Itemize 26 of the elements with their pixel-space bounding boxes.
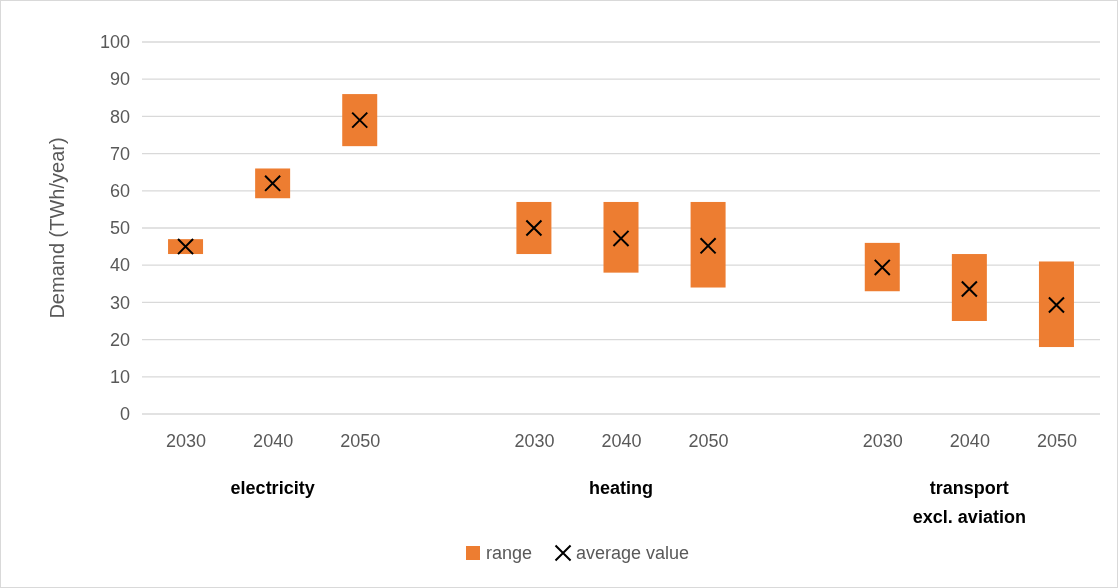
x-tick-label: 2030 bbox=[862, 430, 903, 451]
x-tick-label: 2040 bbox=[253, 430, 294, 451]
x-tick-label: 2030 bbox=[514, 430, 555, 451]
x-tick-label: 2050 bbox=[1036, 430, 1077, 451]
y-tick-label: 0 bbox=[119, 404, 130, 425]
y-tick-label: 10 bbox=[109, 367, 130, 388]
x-tick-label: 2030 bbox=[166, 430, 207, 451]
y-tick-label: 30 bbox=[109, 292, 130, 313]
x-tick-label: 2050 bbox=[688, 430, 729, 451]
y-tick-label: 20 bbox=[109, 329, 130, 350]
text: electricity bbox=[230, 478, 315, 498]
y-tick-label: 80 bbox=[109, 106, 130, 127]
y-tick-label: 90 bbox=[109, 69, 130, 90]
x-tick-label: 2050 bbox=[340, 430, 381, 451]
y-axis-title: Demand (TWh/year) bbox=[46, 137, 68, 319]
y-tick-label: 100 bbox=[99, 32, 130, 53]
y-tick-label: 40 bbox=[109, 255, 130, 276]
y-tick-label: 60 bbox=[109, 181, 130, 202]
text: transport excl. aviation bbox=[912, 478, 1026, 527]
y-tick-label: 50 bbox=[109, 218, 130, 239]
text: heating bbox=[588, 478, 654, 498]
x-tick-label: 2040 bbox=[601, 430, 642, 451]
x-tick-label: 2040 bbox=[949, 430, 990, 451]
y-tick-label: 70 bbox=[109, 143, 130, 164]
legend-label: range bbox=[486, 543, 533, 564]
legend-label: average value bbox=[576, 543, 690, 564]
